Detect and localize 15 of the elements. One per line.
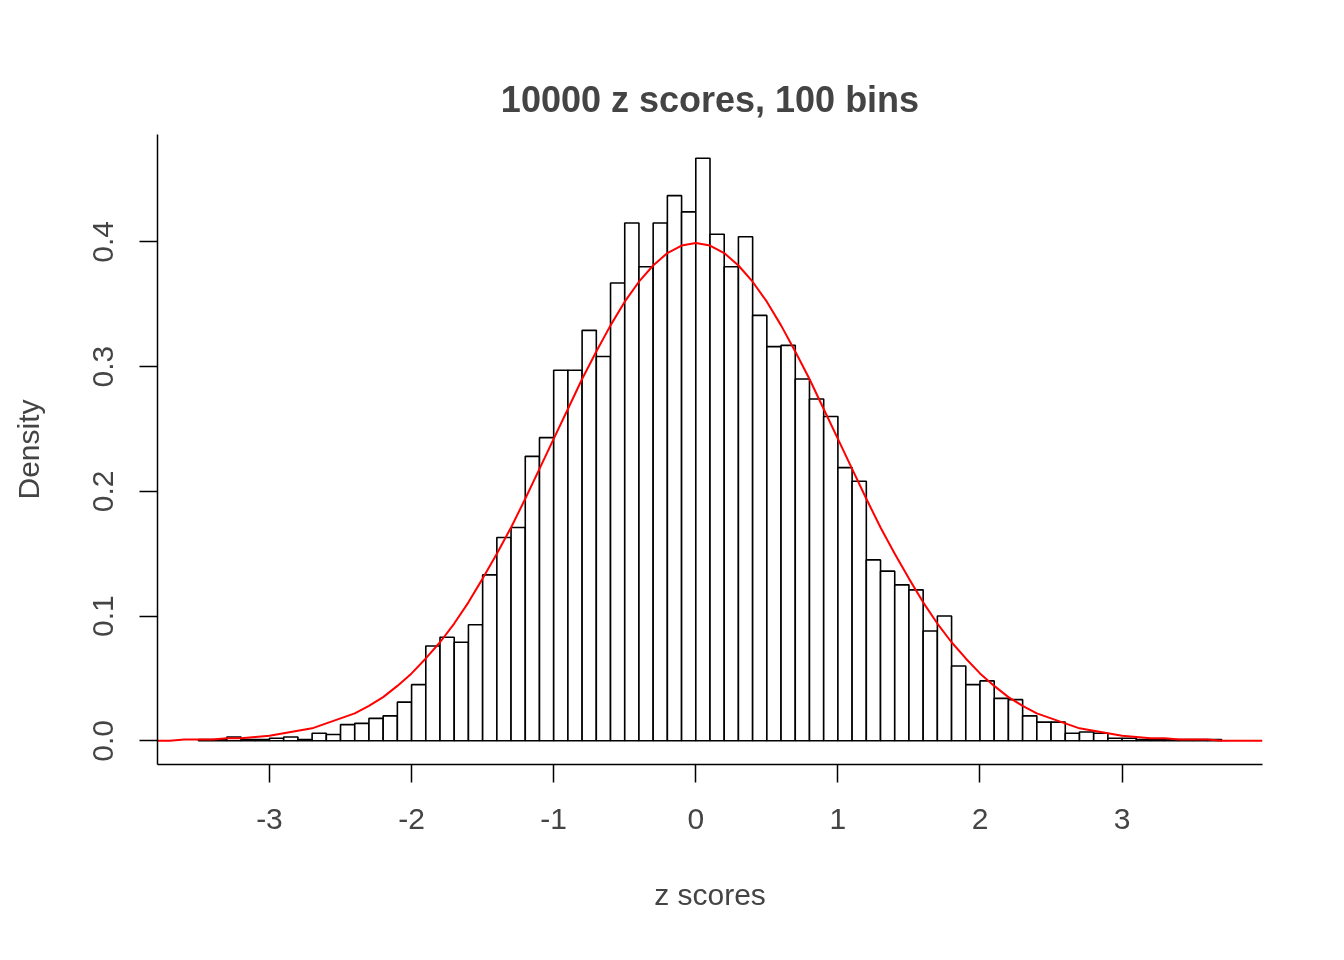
y-axis-title: Density — [11, 399, 45, 500]
y-tick-label: 0.3 — [86, 345, 120, 388]
x-tick-label: 1 — [829, 801, 847, 835]
chart-title: 10000 z scores, 100 bins — [500, 78, 920, 120]
y-tick-label: 0.0 — [86, 719, 120, 762]
x-tick-label: -1 — [540, 801, 568, 835]
x-axis-title: z scores — [654, 877, 766, 911]
x-tick-label: 0 — [687, 801, 705, 835]
y-tick-label: 0.4 — [86, 220, 120, 263]
x-tick-label: 3 — [1113, 801, 1131, 835]
x-tick-label: -2 — [398, 801, 425, 835]
x-tick-label: -3 — [256, 801, 283, 835]
x-tick-label: 2 — [971, 801, 989, 835]
y-tick-label: 0.2 — [86, 470, 120, 513]
y-tick-label: 0.1 — [86, 595, 120, 637]
